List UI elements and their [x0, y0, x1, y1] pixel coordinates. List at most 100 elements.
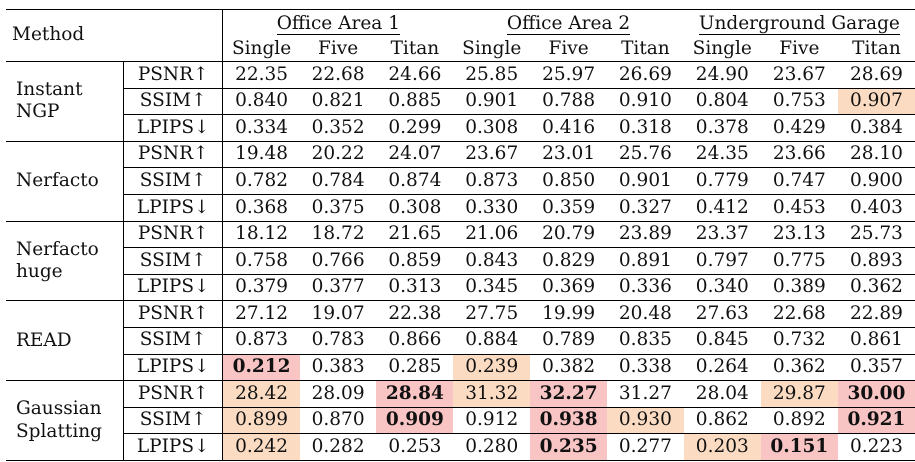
method-name-line: Nerfacto — [16, 170, 99, 192]
metric-value-cell: 0.783 — [299, 326, 377, 355]
metric-value-cell: 0.775 — [760, 247, 838, 275]
metric-value-cell: 25.85 — [453, 61, 531, 89]
subcol-header: Titan — [390, 38, 440, 60]
metric-value-cell: 0.901 — [453, 87, 531, 115]
metric-value-cell: 24.07 — [376, 140, 454, 168]
metric-value-cell: 0.907 — [837, 87, 915, 115]
metric-value-cell: 0.874 — [376, 167, 454, 195]
metric-value-cell: 0.870 — [299, 406, 377, 434]
metric-value-cell: 0.299 — [376, 114, 454, 142]
method-name-line: NGP — [16, 101, 60, 123]
metric-value-cell: 0.843 — [453, 247, 531, 275]
metric-value-cell: 19.07 — [299, 300, 377, 328]
metric-value-cell: 20.48 — [607, 300, 684, 328]
metric-value-cell: 31.27 — [607, 380, 684, 408]
metric-value-cell: 0.938 — [530, 406, 608, 434]
metric-value-cell: 0.280 — [453, 433, 531, 461]
metric-value-cell: 31.32 — [453, 380, 531, 408]
metric-value-cell: 30.00 — [837, 380, 915, 408]
metric-value-cell: 0.782 — [222, 167, 300, 195]
metric-label: LPIPS↓ — [122, 433, 224, 461]
method-name: Instant NGP — [6, 61, 124, 142]
metric-value-cell: 0.368 — [222, 193, 300, 222]
metric-value-cell: 28.09 — [299, 380, 377, 408]
metric-value-cell: 0.285 — [376, 353, 454, 381]
metric-value-cell: 0.859 — [376, 247, 454, 275]
metric-value-cell: 23.66 — [760, 140, 838, 168]
subcol-header: Five — [548, 38, 589, 60]
metric-value-cell: 0.375 — [299, 193, 377, 222]
metric-value-cell: 0.840 — [222, 87, 300, 115]
metric-label: PSNR↑ — [122, 220, 224, 248]
metric-value-cell: 0.345 — [453, 273, 531, 301]
metric-value-cell: 19.99 — [530, 300, 608, 328]
metric-value-cell: 0.921 — [837, 406, 915, 434]
metric-value-cell: 18.72 — [299, 220, 377, 248]
metric-label: PSNR↑ — [122, 380, 224, 408]
metric-value-cell: 0.383 — [299, 353, 377, 381]
method-name: READ — [6, 300, 124, 381]
metric-value-cell: 0.804 — [683, 87, 761, 115]
dataset-header-office-area-1: Office Area 1 — [222, 9, 454, 38]
metric-value-cell: 0.235 — [530, 433, 608, 461]
subcol-header: Titan — [852, 38, 901, 60]
metric-value-cell: 0.884 — [453, 326, 531, 355]
metric-value-cell: 0.747 — [760, 167, 838, 195]
metric-value-cell: 0.845 — [683, 326, 761, 355]
metric-value-cell: 0.732 — [760, 326, 838, 355]
metric-value-cell: 28.10 — [837, 140, 915, 168]
metric-label: LPIPS↓ — [122, 273, 224, 301]
method-name: Nerfacto — [6, 140, 124, 222]
metric-value-cell: 0.930 — [607, 406, 684, 434]
metric-value-cell: 23.01 — [530, 140, 608, 168]
metric-value-cell: 23.13 — [760, 220, 838, 248]
metric-value-cell: 25.97 — [530, 61, 608, 89]
subcol-header: Single — [692, 38, 752, 60]
metric-label: SSIM↑ — [122, 406, 224, 434]
metric-value-cell: 0.308 — [376, 193, 454, 222]
metric-value-cell: 0.334 — [222, 114, 300, 142]
metric-value-cell: 0.899 — [222, 406, 300, 434]
metric-value-cell: 0.379 — [222, 273, 300, 301]
metric-value-cell: 0.416 — [530, 114, 608, 142]
metric-value-cell: 22.89 — [837, 300, 915, 328]
metric-value-cell: 20.22 — [299, 140, 377, 168]
metric-label: SSIM↑ — [122, 87, 224, 115]
metric-value-cell: 0.330 — [453, 193, 531, 222]
metric-value-cell: 25.76 — [607, 140, 684, 168]
metric-value-cell: 0.766 — [299, 247, 377, 275]
metric-value-cell: 22.35 — [222, 61, 300, 89]
method-name: Gaussian Splatting — [6, 380, 124, 461]
metric-value-cell: 0.308 — [453, 114, 531, 142]
metric-value-cell: 0.239 — [453, 353, 531, 381]
metric-value-cell: 0.313 — [376, 273, 454, 301]
metric-value-cell: 22.68 — [760, 300, 838, 328]
metric-label: LPIPS↓ — [122, 193, 224, 222]
metric-value-cell: 24.90 — [683, 61, 761, 89]
metric-value-cell: 0.821 — [299, 87, 377, 115]
metric-value-cell: 28.69 — [837, 61, 915, 89]
metric-value-cell: 0.338 — [607, 353, 684, 381]
metric-value-cell: 0.378 — [683, 114, 761, 142]
method-name-line: Splatting — [16, 420, 103, 442]
method-name-line: READ — [16, 329, 72, 351]
metric-value-cell: 24.35 — [683, 140, 761, 168]
metric-value-cell: 0.873 — [453, 167, 531, 195]
metric-value-cell: 24.66 — [376, 61, 454, 89]
metric-value-cell: 28.04 — [683, 380, 761, 408]
metric-value-cell: 25.73 — [837, 220, 915, 248]
metric-value-cell: 0.779 — [683, 167, 761, 195]
dataset-header-office-area-2: Office Area 2 — [453, 9, 684, 38]
metric-value-cell: 0.336 — [607, 273, 684, 301]
metric-value-cell: 22.68 — [299, 61, 377, 89]
subcol-header: Five — [779, 38, 820, 60]
metric-value-cell: 0.850 — [530, 167, 608, 195]
metric-value-cell: 27.12 — [222, 300, 300, 328]
metric-value-cell: 23.89 — [607, 220, 684, 248]
metric-value-cell: 23.37 — [683, 220, 761, 248]
metric-value-cell: 0.352 — [299, 114, 377, 142]
metric-value-cell: 0.277 — [607, 433, 684, 461]
metric-value-cell: 27.75 — [453, 300, 531, 328]
method-name-line: Gaussian — [16, 398, 102, 420]
metric-value-cell: 0.340 — [683, 273, 761, 301]
